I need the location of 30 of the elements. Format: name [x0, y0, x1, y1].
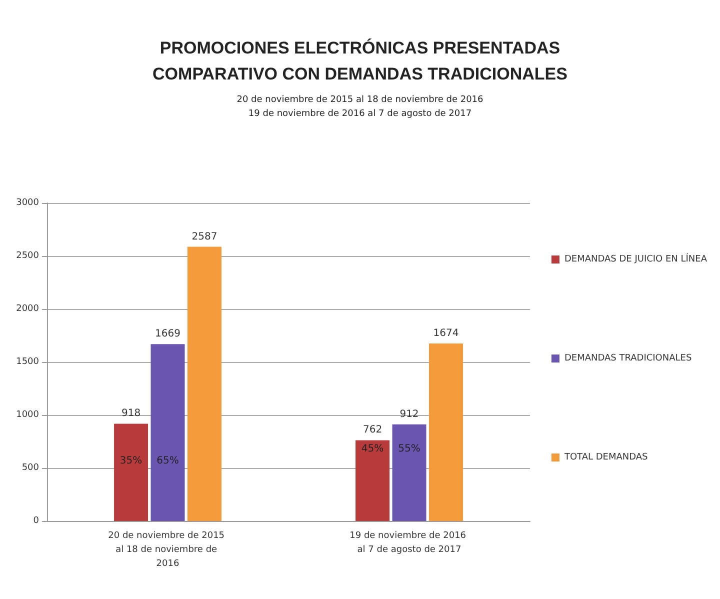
legend-label: DEMANDAS TRADICIONALES [564, 354, 692, 364]
bar [356, 440, 390, 521]
chart-subtitle: 20 de noviembre de 2015 al 18 de noviembre de 2016 19 de noviembre de 2016 al 7 de agosto de 2017 [236, 95, 484, 119]
data-label: 762 [362, 424, 382, 436]
y-tick-label: 2000 [16, 304, 40, 314]
annotation: 35% [120, 456, 142, 466]
y-tick-label: 1500 [16, 357, 40, 367]
legend-label: TOTAL DEMANDAS [563, 452, 648, 462]
data-label: 2587 [192, 231, 218, 242]
data-label: 1669 [155, 328, 180, 340]
x-tick-label: 19 de noviembre de 2016 al 7 de agosto de 2017 [350, 531, 469, 555]
bar [114, 424, 148, 521]
annotation: 45% [361, 444, 384, 454]
annotation: 65% [156, 456, 179, 466]
bar [428, 344, 463, 521]
y-tick-label: 0 [33, 516, 40, 526]
data-label: 1674 [433, 328, 459, 340]
bar [187, 246, 222, 521]
chart-title: PROMOCIONES ELECTRÓNICAS PRESENTADAS COMPARATIVO CON DEMANDAS TRADICIONALES [152, 38, 568, 84]
y-tick-label: 500 [22, 463, 40, 473]
bar [392, 424, 426, 521]
y-tick-label: 2500 [16, 251, 40, 261]
legend-label: DEMANDAS DE JUICIO EN LÍNEA [564, 252, 708, 264]
annotation: 55% [398, 444, 420, 454]
data-label: 912 [400, 408, 419, 420]
bar [150, 344, 185, 521]
y-tick-label: 3000 [16, 198, 40, 208]
data-label: 918 [121, 408, 141, 420]
y-tick-label: 1000 [16, 410, 40, 420]
x-tick-label: 20 de noviembre de 2015 al 18 de noviembre de 2016 [108, 531, 228, 569]
